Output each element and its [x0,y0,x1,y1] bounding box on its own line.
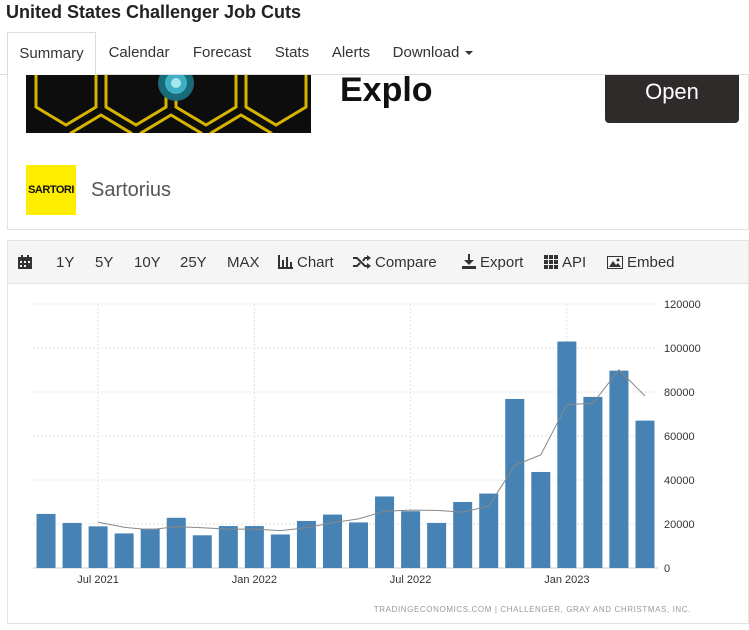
range-5y-button[interactable]: 5Y [95,254,114,271]
y-tick-label: 100000 [664,343,701,355]
x-tick-label: Jan 2022 [232,574,277,586]
y-tick-label: 20000 [664,519,695,531]
calendar-icon[interactable] [18,241,36,285]
compare-button[interactable]: Compare [353,241,437,285]
bar-2021-09 [140,528,160,568]
ad-image[interactable] [26,75,311,133]
chart-panel: 0 20000 40000 60000 80000 100000 120000 Jul 20… [7,284,749,624]
page-title: United States Challenger Job Cuts [6,2,302,22]
bar-2022-02 [270,534,290,568]
bar-2022-04 [322,514,342,568]
image-icon [607,256,623,269]
tab-summary[interactable]: Summary [7,32,96,76]
bar-2023-02 [583,396,603,568]
tab-alerts[interactable]: Alerts [331,44,371,61]
tab-stats[interactable]: Stats [274,44,310,61]
bar-chart-icon [278,255,293,269]
y-tick-label: 120000 [664,299,701,311]
bar-2021-07 [88,526,108,568]
tab-calendar[interactable]: Calendar [108,44,170,61]
bar-2021-06 [62,522,82,568]
range-10y-button[interactable]: 10Y [134,254,161,271]
hexagon-pattern-icon [34,75,308,133]
ad-brand-name[interactable]: Sartorius [91,179,172,201]
grid-icon [544,255,558,269]
bar-2022-12 [531,471,551,568]
x-tick-label: Jul 2021 [77,574,119,586]
bar-2022-10 [479,493,499,568]
sartorius-logo[interactable]: SARTORI [26,165,76,215]
bar-2022-06 [375,496,395,568]
x-tick-label: Jul 2022 [390,574,432,586]
chart-bars [36,341,655,568]
ad-open-button[interactable]: Open [605,75,739,123]
bar-2021-11 [192,535,212,568]
bar-2021-05 [36,513,56,568]
chevron-down-icon [465,51,474,56]
moving-average-line [98,369,646,532]
x-axis-ticks: Jul 2021 Jan 2022 Jul 2022 Jan 2023 [77,574,589,586]
range-1y-button[interactable]: 1Y [56,254,75,271]
y-tick-label: 80000 [664,387,695,399]
bar-2022-03 [296,520,316,568]
bar-2021-12 [218,526,238,568]
y-axis-ticks: 0 20000 40000 60000 80000 100000 120000 [664,299,701,575]
y-tick-label: 0 [664,563,670,575]
bar-2022-11 [505,398,525,568]
chart-button[interactable]: Chart [278,241,334,285]
job-cuts-chart: 0 20000 40000 60000 80000 100000 120000 Jul 20… [33,299,701,614]
chart-source: TRADINGECONOMICS.COM | CHALLENGER, GRAY … [374,605,691,614]
bar-2023-01 [557,341,577,568]
embed-button[interactable]: Embed [607,241,675,285]
shuffle-icon [353,255,371,269]
range-25y-button[interactable]: 25Y [180,254,207,271]
chart-toolbar: 1Y 5Y 10Y 25Y MAX Chart Compare Export A… [7,240,749,284]
bar-2022-01 [244,526,264,568]
bar-2023-04 [635,420,655,568]
y-tick-label: 40000 [664,475,695,487]
export-button[interactable]: Export [462,241,523,285]
export-button-label: Export [480,254,524,271]
chart-button-label: Chart [297,254,334,271]
bar-2021-10 [166,517,186,568]
tab-forecast[interactable]: Forecast [192,44,252,61]
bar-2022-09 [453,502,473,568]
bar-2022-07 [401,511,421,568]
ad-headline[interactable]: Explo [340,71,433,109]
compare-button-label: Compare [375,254,437,271]
range-max-button[interactable]: MAX [227,254,260,271]
tab-download-label: Download [392,44,460,61]
nav-tabs: Summary Calendar Forecast Stats Alerts D… [0,32,749,76]
bar-2023-03 [609,370,629,568]
download-icon [462,254,476,269]
y-tick-label: 60000 [664,431,695,443]
advertisement: Explo Open SARTORI Sartorius [7,71,749,230]
bar-2022-08 [427,522,447,568]
bar-2022-05 [349,522,369,568]
moving-average-path [98,369,646,532]
tab-download[interactable]: Download [386,32,480,74]
embed-button-label: Embed [627,254,675,271]
bar-2021-08 [114,533,134,568]
api-button[interactable]: API [544,241,586,285]
x-tick-label: Jan 2023 [544,574,589,586]
api-button-label: API [562,254,587,271]
